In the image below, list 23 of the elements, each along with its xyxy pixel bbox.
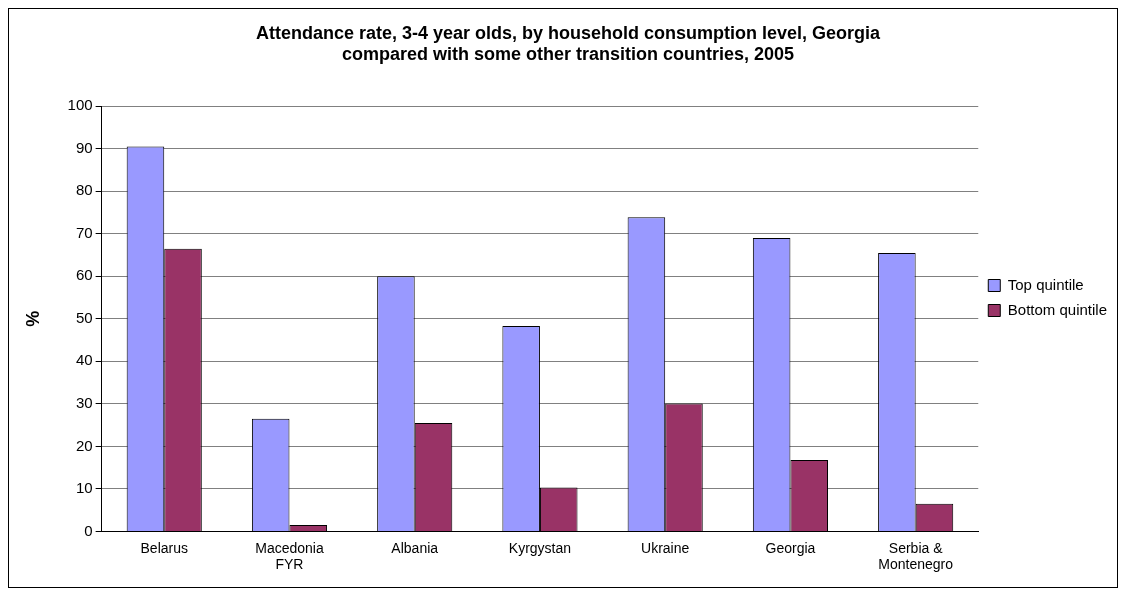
y-tick-label: 100	[67, 96, 93, 114]
x-tick-label: Ukraine	[641, 539, 690, 556]
x-tick-label: Georgia	[765, 539, 816, 556]
legend-label: Top quintile	[1007, 275, 1084, 293]
y-tick-label: 40	[75, 351, 93, 369]
text: Attendance rate, 3-4 year olds, by household consumption level, Georgia	[255, 22, 881, 43]
y-tick-label: 80	[75, 181, 93, 199]
x-tick-label: Macedonia FYR	[255, 539, 324, 573]
y-axis-title: %	[22, 310, 43, 327]
y-tick-label: 20	[75, 436, 93, 454]
y-tick-label: 70	[75, 223, 93, 241]
y-tick-label: 60	[75, 266, 93, 284]
text: compared with some other transition countries, 2005	[341, 44, 795, 65]
x-tick-label: Serbia & Montenegro	[878, 539, 954, 573]
x-tick-label: Albania	[391, 539, 439, 556]
x-tick-label: Belarus	[140, 539, 188, 556]
y-tick-label: 90	[75, 138, 93, 156]
x-tick-label: Kyrgystan	[508, 539, 572, 556]
y-tick-label: 50	[75, 308, 93, 326]
y-tick-label: 30	[75, 393, 93, 411]
y-tick-label: 10	[75, 479, 93, 497]
legend-label: Bottom quintile	[1007, 300, 1108, 318]
y-tick-label: 0	[84, 521, 93, 539]
